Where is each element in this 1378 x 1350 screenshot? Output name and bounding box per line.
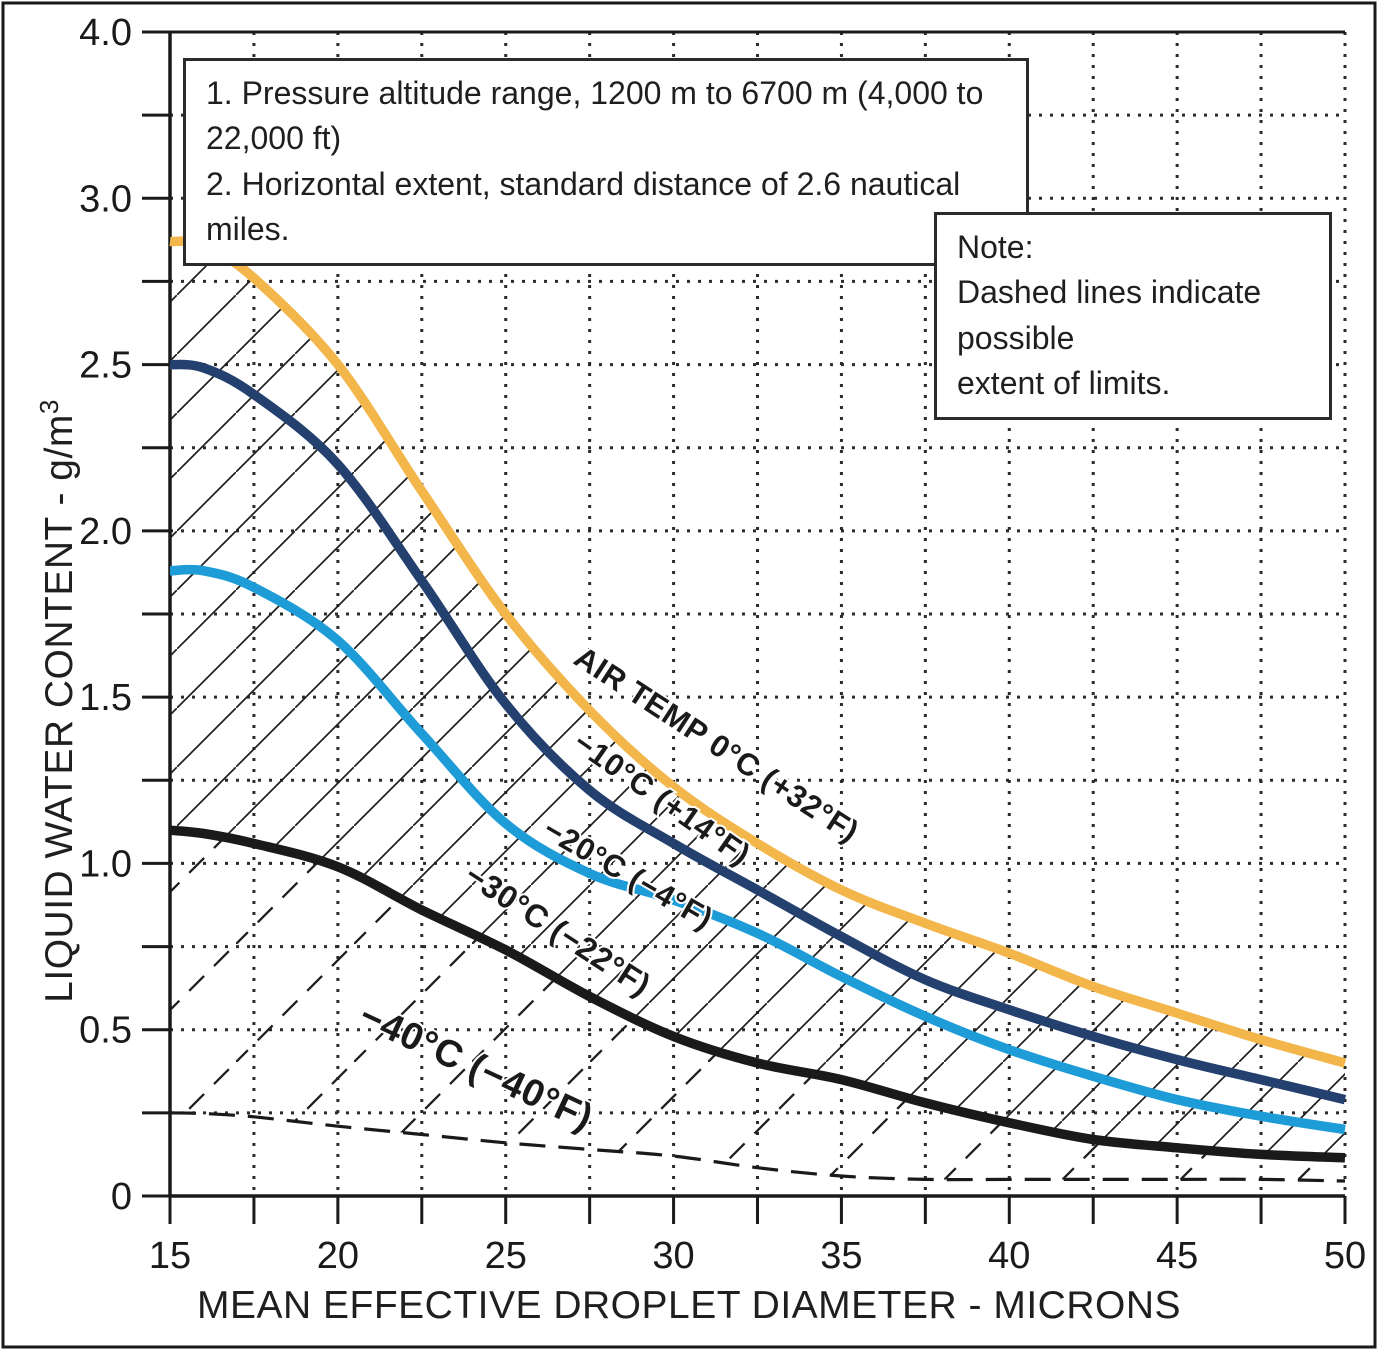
conditions-note-box: 1. Pressure altitude range, 1200 m to 67…: [183, 58, 1029, 266]
y-axis-title-text: LIQUID WATER CONTENT - g/m: [38, 414, 81, 1003]
y-tick-label: 2.0: [79, 511, 132, 553]
x-tick-label: 15: [149, 1235, 191, 1277]
y-tick-label: 0.5: [79, 1010, 132, 1052]
x-tick-label: 45: [1156, 1235, 1198, 1277]
y-axis-title-superscript: 3: [34, 399, 64, 415]
note-line-1: Note:: [957, 229, 1034, 265]
x-axis-title: MEAN EFFECTIVE DROPLET DIAMETER - MICRON…: [196, 1284, 1182, 1327]
curve-minus-30c: [169, 825, 1346, 1163]
conditions-line-2: 2. Horizontal extent, standard distance …: [206, 165, 961, 248]
x-tick-label: 20: [317, 1235, 359, 1277]
axes: 4.0 3.0 2.5 2.0 1.5 1.0 0.5 0 15 20 25 30 35 40 45 50: [79, 12, 1366, 1277]
conditions-line-1: 1. Pressure altitude range, 1200 m to 67…: [206, 75, 984, 157]
x-tick-label: 50: [1324, 1235, 1366, 1277]
y-tick-label: 1.0: [79, 843, 132, 885]
note-line-2: Dashed lines indicate possible: [957, 274, 1262, 356]
y-axis-title: LIQUID WATER CONTENT - g/m3: [34, 301, 81, 1101]
y-tick-label: 3.0: [79, 178, 132, 220]
dashed-lines-note-box: Note: Dashed lines indicate possible ext…: [934, 212, 1332, 420]
x-tick-label: 30: [652, 1235, 694, 1277]
hatch-region-minus-30c-minus-40c: [170, 830, 1345, 1181]
note-line-3: extent of limits.: [957, 365, 1171, 402]
x-tick-label: 35: [820, 1235, 862, 1277]
x-tick-label: 40: [988, 1235, 1030, 1277]
y-tick-label: 1.5: [79, 677, 132, 719]
y-tick-label: 4.0: [79, 12, 132, 54]
curve-minus-40c: [169, 1111, 1346, 1183]
y-tick-label: 2.5: [79, 345, 132, 387]
y-tick-label: 0: [111, 1176, 132, 1218]
x-tick-label: 25: [485, 1235, 527, 1277]
curve-air-temp-0c: [169, 236, 1347, 1068]
curve-minus-10c: [169, 359, 1347, 1105]
curve-minus-20c: [169, 564, 1346, 1135]
